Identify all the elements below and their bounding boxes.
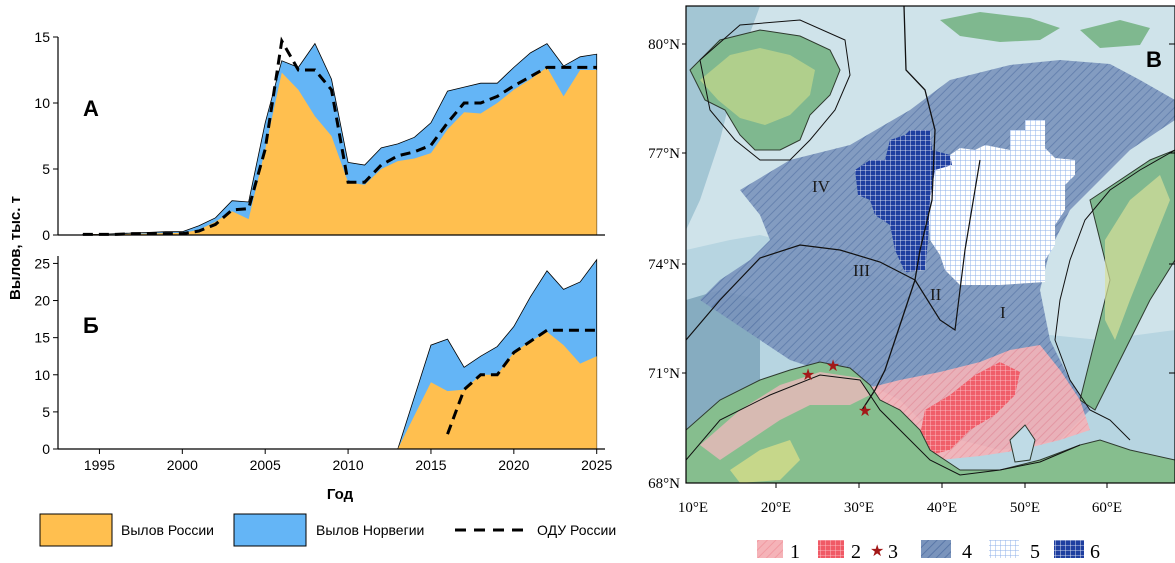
map-legend-label-1: 1 [790, 541, 800, 563]
map-boundary-ii [914, 159, 981, 332]
map-legend-swatch-5 [989, 540, 1019, 558]
map-mountains [730, 440, 800, 483]
lon-label-20: 20°E [761, 500, 791, 516]
chart-b-x-tick-label: 2010 [332, 457, 363, 473]
region-label-iv: IV [812, 177, 831, 196]
legend-swatch-norway [233, 513, 307, 547]
map-legend-label-2: 2 [851, 541, 861, 563]
chart-b-y-tick-label: 25 [34, 255, 50, 271]
lat-label-80: 80°N [648, 37, 680, 53]
chart-a-y-tick-label: 10 [34, 95, 50, 111]
legend-label-russia: Вылов России [121, 522, 214, 538]
map-svalbard-zone [699, 19, 851, 161]
map-boundary-line [861, 6, 936, 411]
map-coastal-zone-1 [700, 372, 870, 460]
map-frame [685, 5, 1175, 484]
lon-label-30: 30°E [844, 500, 874, 516]
map-zone-6 [855, 130, 952, 272]
region-label-ii: II [930, 285, 942, 304]
chart-b-y-tick-label: 15 [34, 330, 50, 346]
map-legend: 1 2 ★ 3 4 5 6 [757, 540, 1100, 563]
map-zone-4-hatch [700, 60, 1175, 450]
chart-b-x-tick-label: 2005 [250, 457, 281, 473]
chart-b-y-tick-label: 5 [42, 404, 50, 420]
chart-b-line-quota [446, 328, 597, 435]
chart-b-x-tick-label: 2015 [415, 457, 446, 473]
map-legend-label-6: 6 [1090, 541, 1100, 563]
lat-label-77: 77°N [648, 146, 680, 162]
chart-b-x-tick-label: 2020 [498, 457, 529, 473]
chart-a-y-tick-label: 15 [34, 29, 50, 45]
chart-a-y-tick-label: 0 [42, 227, 50, 243]
map-panel: ★ ★ ★ IV III II I В 80°N 77°N 74°N 71°N … [648, 5, 1175, 563]
legend-label-norway: Вылов Норвегии [316, 522, 424, 538]
map-star-3: ★ [858, 403, 872, 420]
chart-b-y-tick-label: 0 [42, 441, 50, 457]
chart-b-x-tick-label: 2025 [581, 457, 612, 473]
chart-a-line-quota [82, 36, 597, 236]
map-legend-label-5: 5 [1030, 541, 1040, 563]
chart-b-panel-letter: Б [83, 313, 99, 338]
panel-letter-map: В [1146, 47, 1162, 72]
chart-a-panel-letter: А [83, 96, 99, 121]
chart-a-y-tick-label: 5 [42, 161, 50, 177]
region-label-i: I [1000, 303, 1006, 322]
map-lat-labels: 80°N 77°N 74°N 71°N 68°N [648, 37, 1175, 492]
lat-label-68: 68°N [648, 476, 680, 492]
map-boundary-iii [686, 244, 916, 341]
lat-label-71: 71°N [648, 366, 680, 382]
map-novaya-zemlya-zone [1054, 149, 1175, 441]
chart-b-x-tick-label: 2000 [167, 457, 198, 473]
legend-swatch-russia [39, 513, 113, 547]
map-lon-labels: 10°E 20°E 30°E 40°E 50°E 60°E [678, 483, 1122, 516]
legend-label-quota: ОДУ России [537, 522, 616, 538]
map-franz-josef-land [940, 12, 1060, 42]
map-star-1: ★ [801, 367, 815, 384]
map-legend-label-4: 4 [962, 541, 972, 563]
lon-label-10: 10°E [678, 500, 708, 516]
chart-panel-a: 0 5 10 15 А [34, 29, 605, 243]
map-legend-swatch-2 [818, 540, 844, 558]
lon-label-40: 40°E [927, 500, 957, 516]
map-legend-swatch-4 [921, 540, 951, 558]
map-svalbard-highland [700, 48, 815, 125]
region-label-iii: III [853, 261, 870, 280]
lon-label-60: 60°E [1092, 500, 1122, 516]
map-white-sea [1009, 424, 1036, 463]
lon-label-50: 50°E [1010, 500, 1040, 516]
chart-b-area-russia [397, 331, 597, 449]
map-star-2: ★ [826, 358, 840, 375]
map-legend-label-3: 3 [888, 541, 898, 563]
chart-b-x-tick-label: 1995 [84, 457, 115, 473]
chart-b-y-tick-label: 20 [34, 293, 50, 309]
map-islands-ne [1080, 20, 1150, 48]
map-legend-swatch-6 [1054, 540, 1084, 558]
lat-label-74: 74°N [648, 257, 680, 273]
chart-a-area-russia [82, 67, 597, 235]
x-axis-title: Год [327, 486, 354, 503]
chart-legend: Вылов России Вылов Норвегии ОДУ России [39, 513, 616, 547]
map-coastal-boundary [686, 374, 1081, 476]
map-novaya-zemlya-highland [1105, 175, 1170, 340]
map-legend-star-icon: ★ [870, 543, 884, 560]
map-zone-2 [920, 362, 1020, 455]
chart-b-y-tick-label: 10 [34, 367, 50, 383]
map-zone-5 [928, 120, 1075, 285]
map-legend-swatch-1 [757, 540, 783, 558]
y-axis-title: Вылов, тыс. т [7, 196, 24, 300]
